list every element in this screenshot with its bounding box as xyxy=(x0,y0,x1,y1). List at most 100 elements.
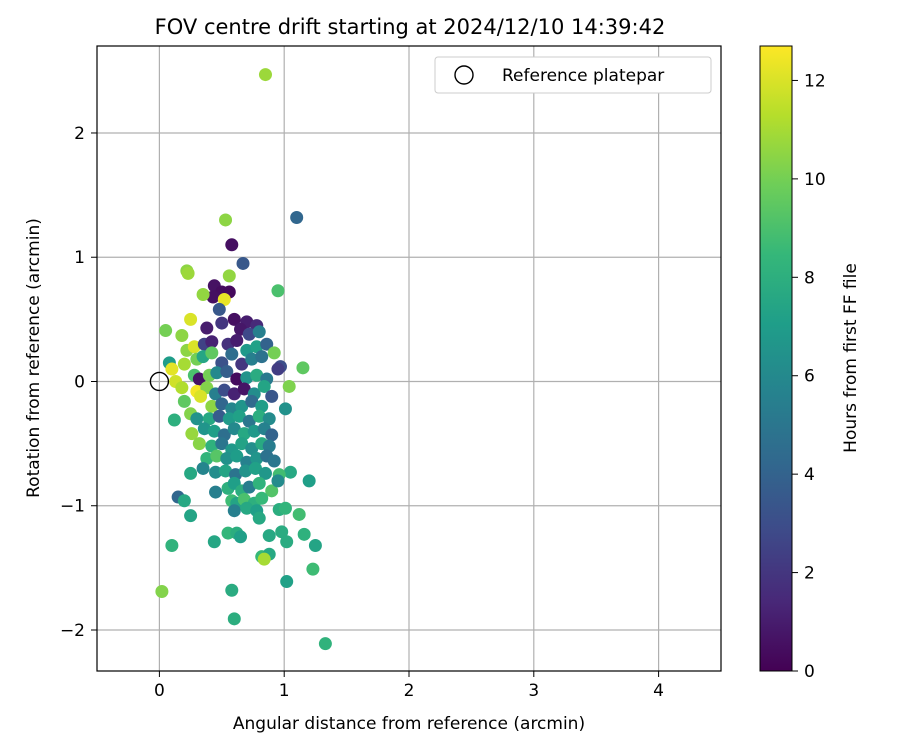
data-point xyxy=(240,371,254,385)
y-axis-label: Rotation from reference (arcmin) xyxy=(24,218,44,498)
data-point xyxy=(217,383,231,397)
data-point xyxy=(200,452,214,466)
data-point xyxy=(247,424,261,438)
data-point xyxy=(257,379,271,393)
data-points xyxy=(155,68,332,651)
data-point xyxy=(192,437,206,451)
data-point xyxy=(230,449,244,463)
colorbar-tick-label: 8 xyxy=(804,268,815,288)
legend: Reference platepar xyxy=(434,56,712,94)
data-point xyxy=(194,389,208,403)
data-point xyxy=(290,210,304,224)
data-point xyxy=(209,465,223,479)
data-point xyxy=(227,422,241,436)
data-point xyxy=(225,347,239,361)
data-point xyxy=(255,350,269,364)
data-point xyxy=(215,316,229,330)
x-tick-label: 1 xyxy=(279,681,290,701)
data-point xyxy=(275,525,289,539)
data-point xyxy=(222,412,236,426)
x-tick-label: 2 xyxy=(404,681,415,701)
data-point xyxy=(242,414,256,428)
data-point xyxy=(292,507,306,521)
data-point xyxy=(230,333,244,347)
data-point xyxy=(215,397,229,411)
data-point xyxy=(258,68,272,82)
data-point xyxy=(271,362,285,376)
data-point xyxy=(200,321,214,335)
data-point xyxy=(205,335,219,349)
x-axis-ticks: 0 1 2 3 4 xyxy=(154,671,664,701)
data-point xyxy=(210,449,224,463)
x-tick-label: 3 xyxy=(528,681,539,701)
data-point xyxy=(280,575,294,589)
data-point xyxy=(205,399,219,413)
data-point xyxy=(302,474,316,488)
data-point xyxy=(278,501,292,515)
data-point xyxy=(227,504,241,518)
data-point xyxy=(190,412,204,426)
data-point xyxy=(278,402,292,416)
chart-title: FOV centre drift starting at 2024/12/10 … xyxy=(155,15,666,39)
data-point xyxy=(237,427,251,441)
data-point xyxy=(212,409,226,423)
data-point xyxy=(206,290,220,304)
x-axis-label: Angular distance from reference (arcmin) xyxy=(233,714,585,734)
data-point xyxy=(267,346,281,360)
data-point xyxy=(252,409,266,423)
data-point xyxy=(184,466,198,480)
y-tick-label: −1 xyxy=(60,497,85,517)
y-tick-label: 0 xyxy=(74,372,85,392)
data-point xyxy=(297,527,311,541)
data-point xyxy=(184,509,198,523)
data-point xyxy=(227,312,241,326)
data-point xyxy=(235,399,249,413)
data-point xyxy=(212,302,226,316)
data-point xyxy=(240,501,254,515)
y-tick-label: −2 xyxy=(60,621,85,641)
data-point xyxy=(175,329,189,343)
data-point xyxy=(262,529,276,543)
data-point xyxy=(245,394,259,408)
data-point xyxy=(222,269,236,283)
data-point xyxy=(234,530,248,544)
data-point xyxy=(219,213,233,227)
data-point xyxy=(209,485,223,499)
data-point xyxy=(187,340,201,354)
y-axis-ticks: −2 −1 0 1 2 xyxy=(60,124,97,641)
data-point xyxy=(280,535,294,549)
colorbar-gradient xyxy=(759,45,793,672)
data-point xyxy=(181,266,195,280)
colorbar-tick-label: 6 xyxy=(804,367,815,387)
data-point xyxy=(252,325,266,339)
data-point xyxy=(271,284,285,298)
data-point xyxy=(165,539,179,553)
data-point xyxy=(318,637,332,651)
data-point xyxy=(205,346,219,360)
data-point xyxy=(217,292,231,306)
data-point xyxy=(192,372,206,386)
data-point xyxy=(260,337,274,351)
data-point xyxy=(225,238,239,252)
data-point xyxy=(227,387,241,401)
data-point xyxy=(237,382,251,396)
colorbar-tick-label: 12 xyxy=(804,71,826,91)
data-point xyxy=(235,357,249,371)
data-point xyxy=(308,539,322,553)
data-point xyxy=(227,612,241,626)
data-point xyxy=(262,412,276,426)
colorbar-tick-label: 4 xyxy=(804,465,815,485)
data-point xyxy=(250,368,264,382)
data-point xyxy=(296,361,310,375)
data-point xyxy=(255,399,269,413)
data-point xyxy=(225,583,239,597)
data-point xyxy=(255,491,269,505)
colorbar-tick-label: 10 xyxy=(804,170,826,190)
data-point xyxy=(258,466,272,480)
data-point xyxy=(242,327,256,341)
legend-box xyxy=(434,56,712,94)
data-point xyxy=(248,461,262,475)
y-tick-label: 2 xyxy=(74,124,85,144)
data-point xyxy=(175,381,189,395)
